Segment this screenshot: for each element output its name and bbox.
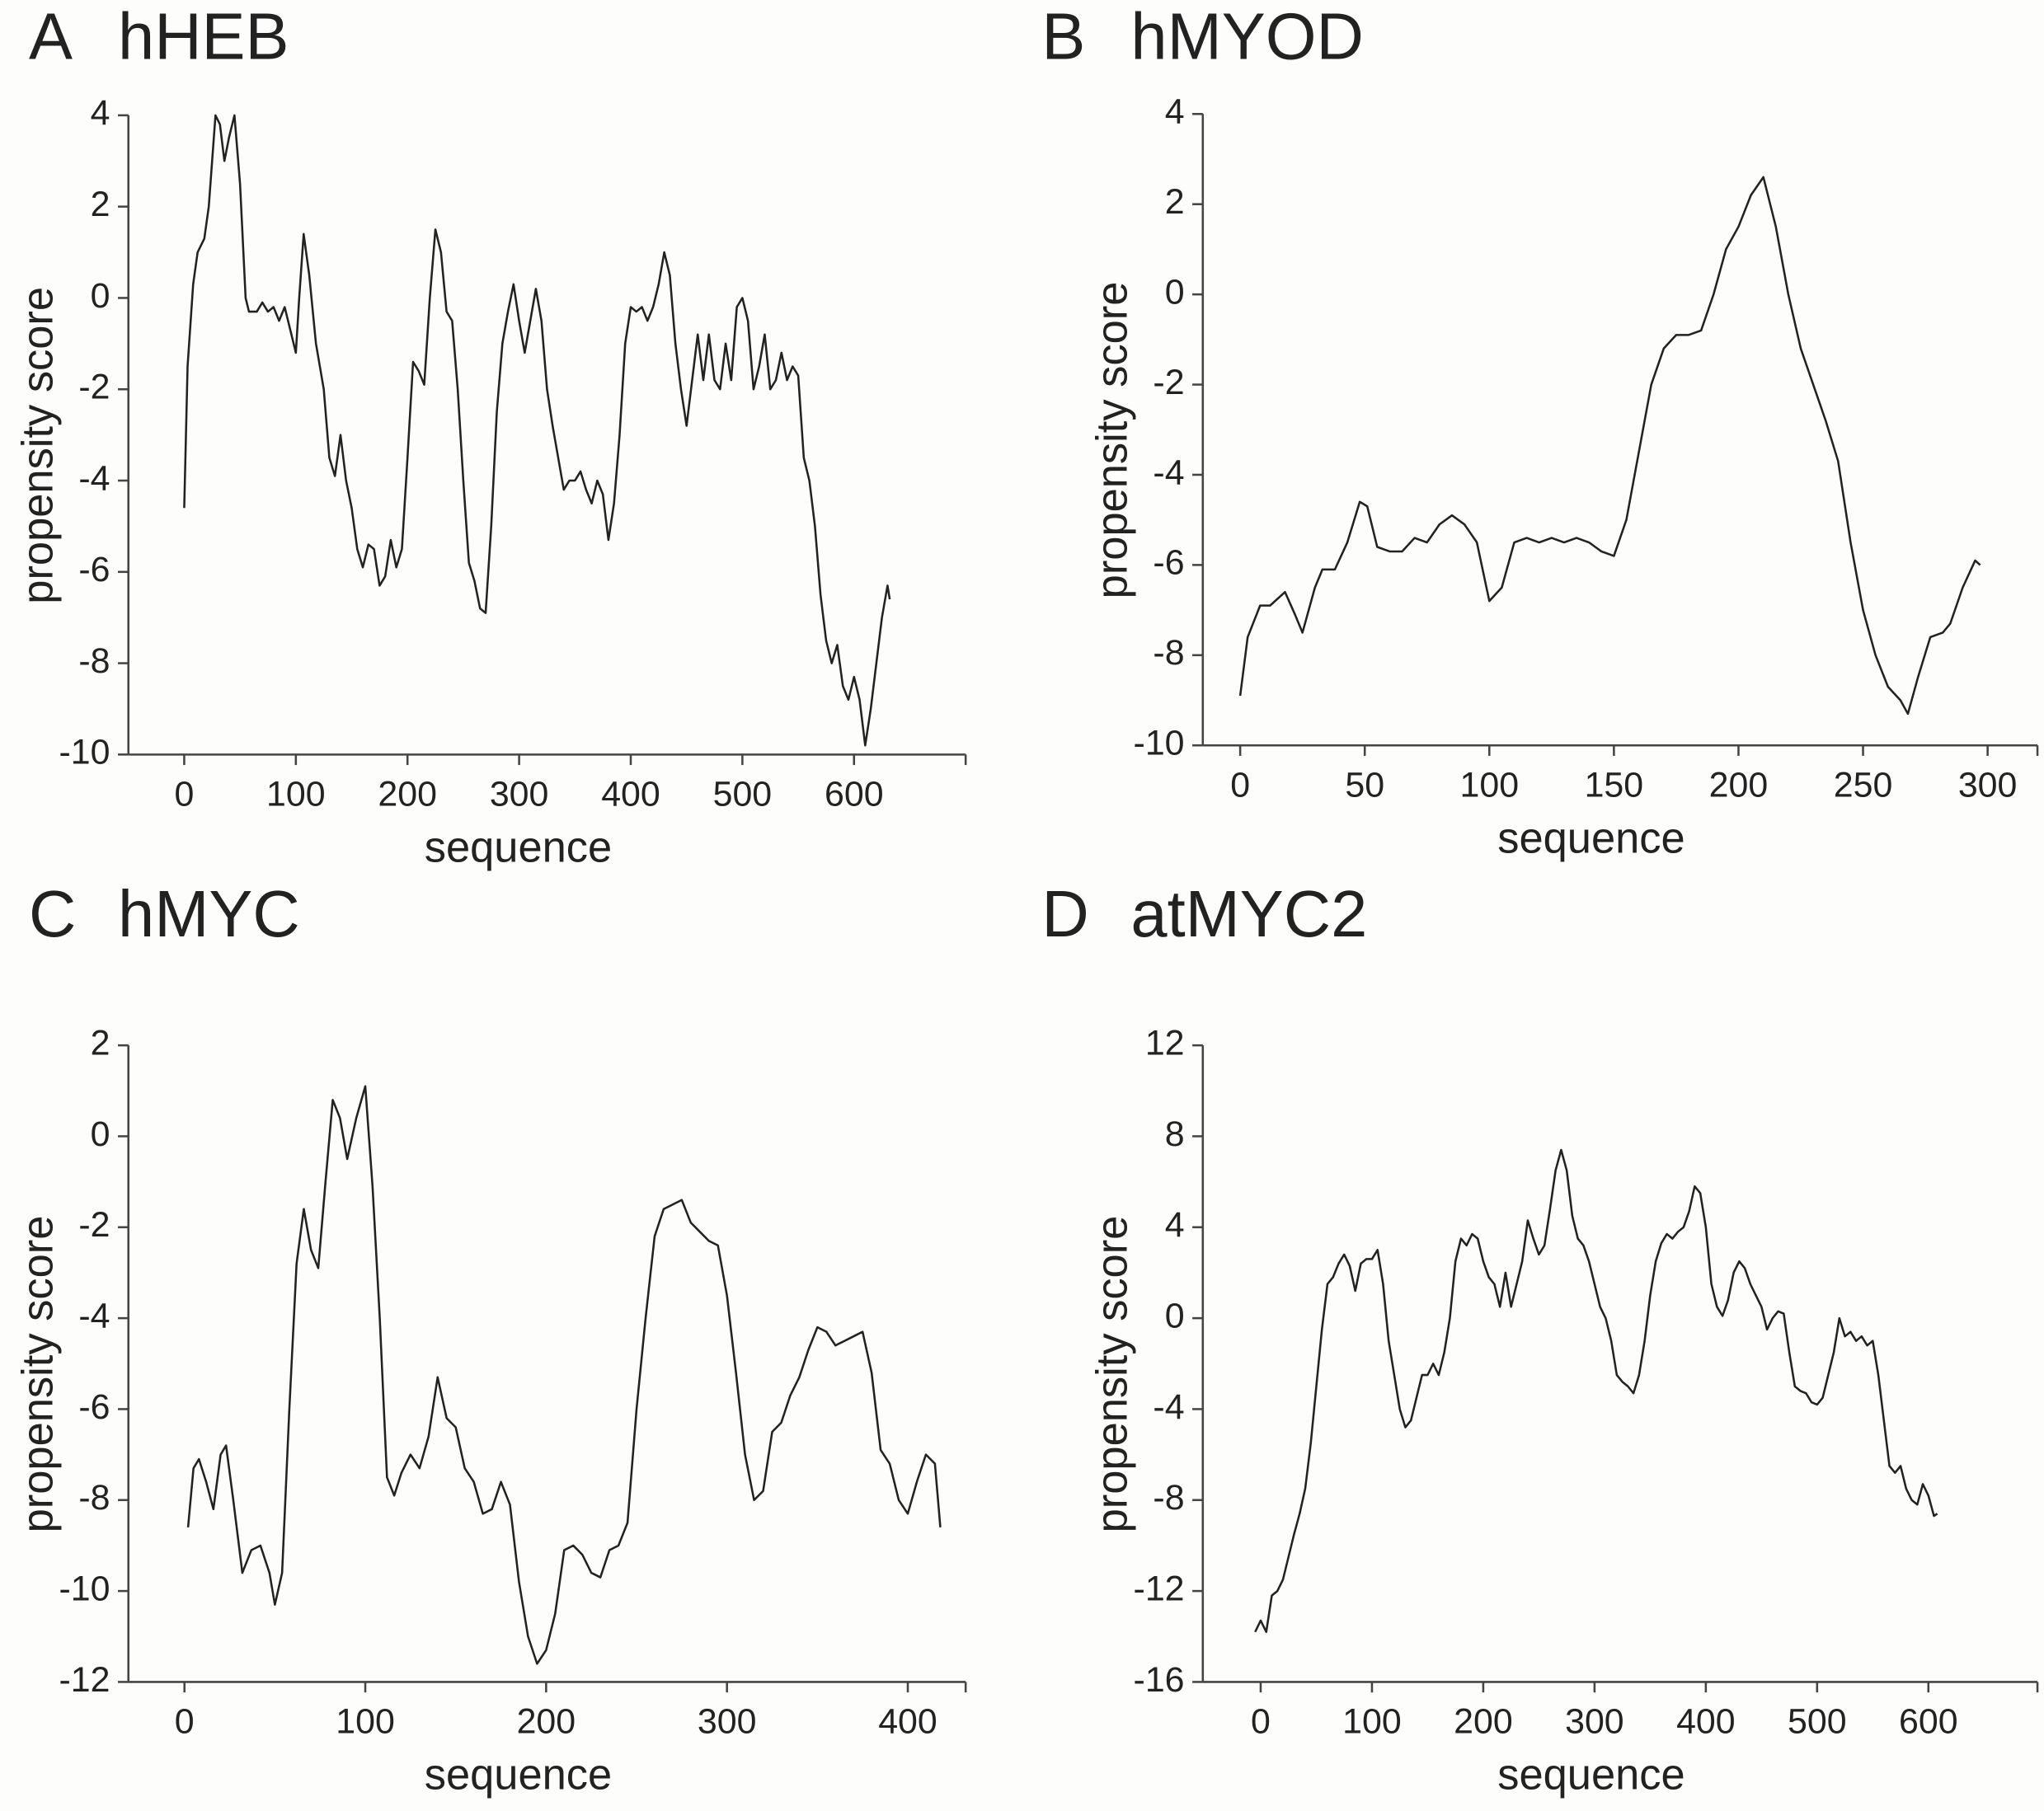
x-tick-label: 600 bbox=[1899, 1702, 1958, 1742]
x-tick-label: 400 bbox=[1676, 1702, 1736, 1742]
y-tick-label: 2 bbox=[91, 1023, 110, 1063]
x-axis-label: sequence bbox=[1497, 1752, 1685, 1799]
y-tick-label: -10 bbox=[59, 733, 110, 772]
panel-letter: C bbox=[29, 877, 76, 950]
y-tick-label: 4 bbox=[1165, 1205, 1185, 1245]
y-tick-label: -8 bbox=[78, 641, 110, 681]
y-tick-label: -4 bbox=[78, 1296, 110, 1335]
x-tick-label: 500 bbox=[1788, 1702, 1847, 1742]
x-tick-label: 0 bbox=[1251, 1702, 1271, 1742]
x-tick-label: 100 bbox=[1460, 765, 1520, 805]
x-tick-label: 250 bbox=[1834, 765, 1893, 805]
y-tick-label: -2 bbox=[1153, 363, 1184, 402]
y-tick-label: -8 bbox=[1153, 633, 1184, 673]
data-line bbox=[1238, 176, 1981, 715]
y-tick-label: 12 bbox=[1145, 1023, 1185, 1063]
x-tick-label: 100 bbox=[336, 1702, 395, 1742]
x-tick-label: 300 bbox=[490, 775, 549, 814]
y-tick-label: 0 bbox=[1165, 272, 1185, 312]
y-tick-label: 4 bbox=[91, 93, 110, 133]
x-tick-label: 0 bbox=[175, 1702, 195, 1742]
y-tick-label: -6 bbox=[1153, 543, 1184, 583]
y-tick-label: -16 bbox=[1134, 1660, 1185, 1700]
x-tick-label: 0 bbox=[174, 775, 194, 814]
y-tick-label: -4 bbox=[1153, 453, 1184, 492]
y-axis-label: propensity score bbox=[15, 1216, 63, 1533]
y-tick-label: -4 bbox=[78, 458, 110, 498]
data-line bbox=[183, 114, 891, 747]
panel-title: hMYOD bbox=[1130, 0, 1364, 73]
data-line bbox=[1254, 1148, 1938, 1634]
y-tick-label: -10 bbox=[59, 1569, 110, 1608]
y-tick-label: 0 bbox=[91, 276, 110, 316]
y-tick-label: 0 bbox=[1165, 1296, 1185, 1335]
x-tick-label: 200 bbox=[1709, 765, 1769, 805]
x-tick-label: 50 bbox=[1345, 765, 1384, 805]
panel-title: hMYC bbox=[118, 877, 300, 950]
x-tick-label: 300 bbox=[1565, 1702, 1624, 1742]
panel-title: atMYC2 bbox=[1130, 877, 1367, 950]
x-tick-label: 200 bbox=[1454, 1702, 1513, 1742]
panel-letter: D bbox=[1041, 877, 1088, 950]
y-axis-label: propensity score bbox=[1089, 1216, 1137, 1533]
panel-letter: B bbox=[1041, 0, 1085, 73]
y-tick-label: 0 bbox=[91, 1114, 110, 1154]
y-tick-label: 2 bbox=[1165, 182, 1185, 222]
x-tick-label: 0 bbox=[1230, 765, 1250, 805]
x-tick-label: 300 bbox=[698, 1702, 757, 1742]
data-line bbox=[186, 1085, 942, 1665]
y-tick-label: 4 bbox=[1165, 92, 1185, 132]
x-tick-label: 400 bbox=[878, 1702, 937, 1742]
y-tick-label: -6 bbox=[78, 550, 110, 589]
x-tick-label: 150 bbox=[1585, 765, 1644, 805]
y-tick-label: -10 bbox=[1134, 724, 1185, 763]
y-tick-label: -6 bbox=[78, 1387, 110, 1427]
panel-letter: A bbox=[29, 0, 73, 73]
x-tick-label: 600 bbox=[825, 775, 884, 814]
x-tick-label: 400 bbox=[601, 775, 660, 814]
y-tick-label: 2 bbox=[91, 185, 110, 224]
y-tick-label: 8 bbox=[1165, 1114, 1185, 1154]
y-tick-label: -8 bbox=[78, 1478, 110, 1518]
x-axis-label: sequence bbox=[1497, 815, 1685, 863]
x-tick-label: 200 bbox=[517, 1702, 576, 1742]
y-tick-label: -2 bbox=[78, 368, 110, 407]
x-tick-label: 500 bbox=[713, 775, 773, 814]
x-axis-label: sequence bbox=[425, 824, 612, 872]
x-tick-label: 200 bbox=[378, 775, 437, 814]
x-tick-label: 100 bbox=[1342, 1702, 1402, 1742]
y-tick-label: -12 bbox=[1134, 1569, 1185, 1608]
x-tick-label: 300 bbox=[1958, 765, 2018, 805]
x-axis-label: sequence bbox=[425, 1752, 612, 1799]
y-tick-label: -8 bbox=[1153, 1478, 1184, 1518]
y-axis-label: propensity score bbox=[1089, 282, 1137, 599]
y-tick-label: -2 bbox=[78, 1205, 110, 1245]
y-axis-label: propensity score bbox=[15, 287, 63, 604]
panel-title: hHEB bbox=[118, 0, 289, 73]
y-tick-label: -12 bbox=[59, 1660, 110, 1700]
y-tick-label: -4 bbox=[1153, 1387, 1184, 1427]
x-tick-label: 100 bbox=[266, 775, 326, 814]
